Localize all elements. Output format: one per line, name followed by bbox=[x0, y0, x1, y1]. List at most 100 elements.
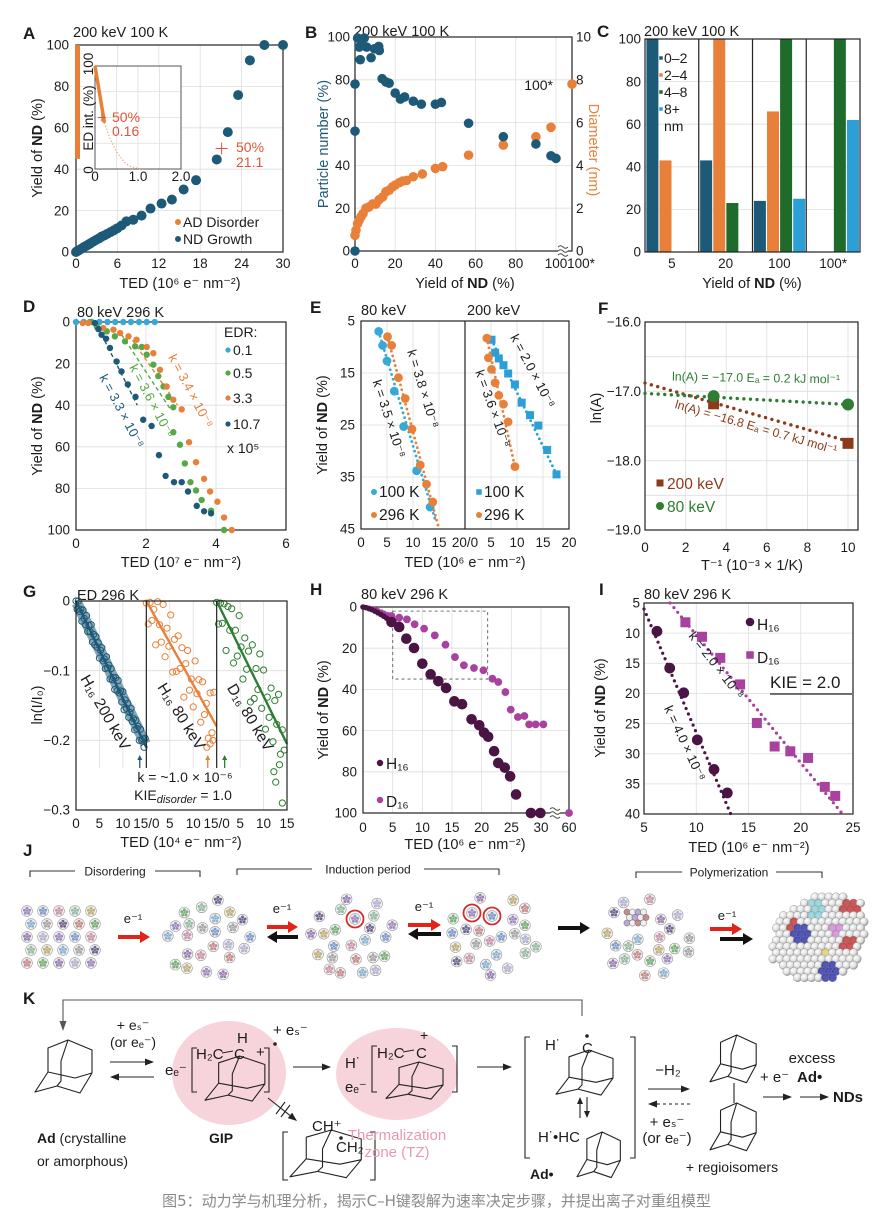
atom bbox=[167, 936, 171, 940]
atom bbox=[365, 925, 369, 929]
molecule bbox=[335, 903, 347, 915]
data-point bbox=[192, 487, 200, 494]
atom bbox=[383, 955, 386, 958]
x-axis-label-part: ND bbox=[754, 276, 775, 292]
plot-frame bbox=[644, 38, 861, 253]
legend-label: D₁₆ bbox=[386, 794, 409, 811]
atom bbox=[369, 958, 373, 962]
atom bbox=[166, 931, 170, 935]
bar bbox=[726, 203, 739, 252]
gip-highlight bbox=[172, 1021, 286, 1125]
atom bbox=[625, 956, 629, 960]
atom bbox=[325, 966, 329, 970]
y-tick-label: 40 bbox=[54, 162, 69, 177]
data-point bbox=[111, 333, 119, 340]
molecule bbox=[463, 952, 476, 965]
atom bbox=[646, 900, 650, 904]
atom bbox=[182, 908, 186, 912]
atom bbox=[484, 960, 488, 964]
atom bbox=[196, 952, 200, 956]
atom bbox=[525, 909, 529, 913]
atom bbox=[512, 898, 515, 902]
data-point bbox=[79, 319, 86, 327]
atom bbox=[673, 912, 677, 916]
h16-point bbox=[482, 731, 494, 743]
legend-marker bbox=[656, 502, 664, 510]
y-axis-label-part: Yield of bbox=[593, 706, 609, 758]
atom bbox=[205, 970, 208, 974]
atom bbox=[654, 947, 658, 951]
atom bbox=[93, 919, 97, 923]
atom bbox=[450, 928, 454, 932]
kie-label: KIE = 2.0 bbox=[770, 673, 840, 692]
atom bbox=[371, 956, 375, 959]
atom bbox=[392, 925, 396, 929]
atom bbox=[388, 922, 392, 926]
data-point bbox=[803, 752, 814, 763]
inset-ad-disorder-line bbox=[93, 65, 107, 123]
atom bbox=[513, 900, 517, 904]
y-tick-label: 0 bbox=[62, 315, 70, 330]
atom bbox=[526, 950, 530, 954]
atom bbox=[452, 917, 455, 920]
molecule bbox=[195, 949, 207, 961]
atom bbox=[74, 921, 78, 925]
x-tick-label: 4 bbox=[722, 540, 730, 555]
atom bbox=[463, 930, 467, 934]
legend-label: 80 keV bbox=[667, 499, 716, 516]
threshold-arrow-head bbox=[222, 755, 228, 760]
atom bbox=[75, 950, 79, 954]
tz-ch2-label: H₂C bbox=[377, 1045, 405, 1062]
atom bbox=[224, 972, 228, 976]
data-point bbox=[200, 710, 209, 719]
atom bbox=[382, 952, 386, 956]
fit-label: ln(A) = −16.8 Eₐ = 0.7 kJ mol⁻¹ bbox=[673, 397, 838, 457]
atom bbox=[638, 936, 642, 940]
data-point bbox=[168, 668, 177, 676]
atom bbox=[221, 970, 225, 974]
atom bbox=[87, 911, 91, 915]
atom bbox=[451, 914, 455, 918]
plot-frame bbox=[644, 321, 859, 531]
atom bbox=[89, 935, 93, 939]
atom bbox=[638, 952, 642, 956]
legend-marker bbox=[371, 512, 377, 518]
gip-ch2-label: H₂C bbox=[196, 1046, 224, 1063]
data-point bbox=[387, 341, 397, 350]
data-point bbox=[178, 644, 186, 652]
molecule bbox=[519, 902, 531, 915]
atom bbox=[662, 972, 665, 975]
molecule bbox=[632, 933, 644, 945]
data-point bbox=[183, 646, 192, 655]
gip-label: GIP bbox=[209, 1130, 233, 1146]
atom bbox=[41, 909, 45, 913]
atom bbox=[456, 944, 460, 948]
atom bbox=[350, 944, 353, 947]
y-tick-label: 20 bbox=[626, 202, 641, 217]
atom bbox=[27, 937, 31, 941]
tz-structure bbox=[386, 1062, 443, 1099]
atom bbox=[184, 913, 188, 917]
molecule bbox=[519, 947, 532, 959]
data-point bbox=[98, 331, 105, 338]
atom bbox=[190, 921, 194, 925]
atom bbox=[228, 911, 231, 914]
panel-label: B bbox=[305, 23, 317, 42]
bar bbox=[833, 39, 846, 252]
atom bbox=[86, 934, 90, 938]
molecule bbox=[89, 944, 101, 956]
h16-point bbox=[425, 669, 436, 680]
fit-label: ln(A) = −17.0 Eₐ = 0.2 kJ mol⁻¹ bbox=[672, 370, 840, 387]
x-tick-label: 10 bbox=[689, 820, 704, 835]
legend-label: 2–4 bbox=[664, 67, 688, 83]
atom bbox=[326, 970, 330, 974]
x-tick-label: 15 bbox=[535, 535, 550, 550]
atom bbox=[32, 921, 36, 925]
atom bbox=[342, 896, 346, 900]
molecule bbox=[682, 946, 695, 958]
atom bbox=[472, 913, 476, 917]
atom bbox=[211, 942, 215, 946]
fit-label: k = 2.0 × 10⁻⁸ bbox=[507, 332, 558, 411]
atom bbox=[335, 930, 339, 934]
atom bbox=[74, 947, 78, 951]
